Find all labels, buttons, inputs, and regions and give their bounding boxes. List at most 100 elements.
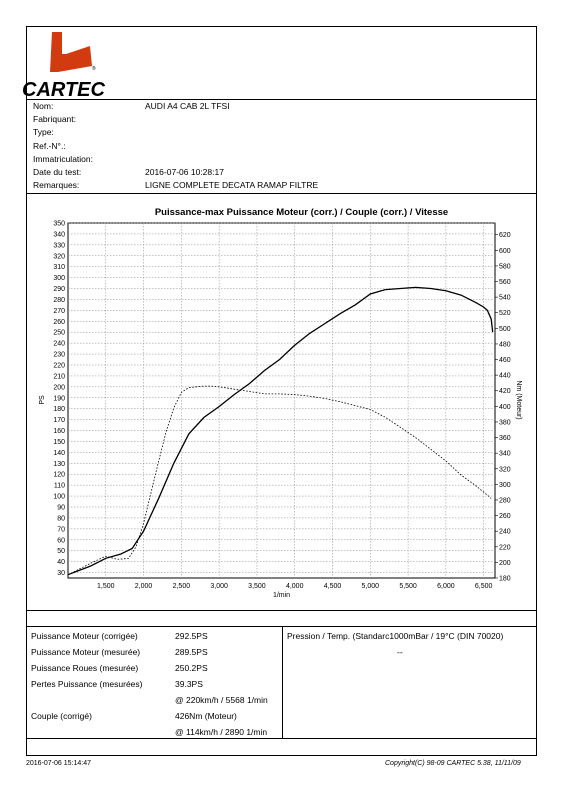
y-left-tick-label: 280 (53, 297, 65, 304)
y-right-tick-label: 600 (499, 248, 511, 255)
info-value: 2016-07-06 10:28:17 (145, 167, 224, 177)
y-left-tick-label: 330 (53, 242, 65, 249)
x-tick-label: 6,500 (475, 583, 493, 590)
y-left-tick-label: 190 (53, 395, 65, 402)
y-right-tick-label: 480 (499, 341, 511, 348)
conditions-text: Pression / Temp. (Standarc1000mBar / 19°… (287, 631, 504, 641)
info-value: LIGNE COMPLETE DECATA RAMAP FILTRE (145, 180, 319, 191)
y-left-axis-label: PS (39, 395, 46, 405)
y-left-tick-label: 250 (53, 330, 65, 337)
y-right-tick-label: 260 (499, 513, 511, 520)
y-left-tick-label: 90 (57, 505, 65, 512)
y-right-tick-label: 420 (499, 388, 511, 395)
y-right-tick-label: 380 (499, 419, 511, 426)
divider (27, 193, 536, 194)
y-right-tick-label: 620 (499, 232, 511, 239)
result-value: @ 114km/h / 2890 1/min (175, 727, 268, 737)
cartec-logo: CARTEC ® (22, 32, 106, 101)
y-right-tick-label: 560 (499, 279, 511, 286)
y-left-tick-label: 290 (53, 286, 65, 293)
y-right-tick-label: 440 (499, 373, 511, 380)
x-tick-label: 3,000 (210, 583, 228, 590)
logo-text: CARTEC (22, 79, 106, 101)
x-tick-label: 3,500 (248, 583, 266, 590)
torque-series-line (67, 385, 492, 576)
result-label: Pertes Puissance (mesurées) (31, 679, 143, 689)
y-right-tick-label: 460 (499, 357, 511, 364)
y-right-tick-label: 400 (499, 404, 511, 411)
conditions-value: -- (397, 647, 403, 657)
results-divider (282, 626, 283, 738)
info-label: Remarques: (33, 180, 80, 191)
y-left-tick-label: 60 (57, 537, 65, 544)
divider (27, 738, 536, 739)
y-right-tick-label: 200 (499, 560, 511, 567)
info-label: Ref.-N°.: (33, 140, 66, 151)
y-left-tick-label: 220 (53, 363, 65, 370)
y-left-tick-label: 30 (57, 570, 65, 577)
y-left-tick-label: 170 (53, 417, 65, 424)
x-tick-label: 6,000 (437, 583, 455, 590)
x-tick-label: 5,500 (399, 583, 417, 590)
y-right-tick-label: 320 (499, 466, 511, 473)
x-axis-label: 1/min (273, 592, 290, 599)
y-right-tick-label: 340 (499, 451, 511, 458)
y-right-tick-label: 580 (499, 263, 511, 270)
divider (27, 610, 536, 611)
y-right-tick-label: 280 (499, 497, 511, 504)
result-value: 426Nm (Moteur) (175, 711, 237, 721)
y-right-tick-label: 240 (499, 529, 511, 536)
y-left-tick-label: 80 (57, 515, 65, 522)
y-left-tick-label: 300 (53, 275, 65, 282)
y-right-tick-label: 300 (499, 482, 511, 489)
y-left-tick-label: 100 (53, 494, 65, 501)
result-label: Puissance Moteur (mesurée) (31, 647, 141, 657)
y-left-tick-label: 70 (57, 526, 65, 533)
y-left-tick-label: 120 (53, 472, 65, 479)
y-right-tick-label: 220 (499, 544, 511, 551)
result-value: @ 220km/h / 5568 1/min (175, 695, 268, 705)
result-value: 292.5PS (175, 631, 208, 641)
y-left-tick-label: 260 (53, 319, 65, 326)
y-left-tick-label: 140 (53, 450, 65, 457)
divider (27, 99, 536, 100)
y-right-tick-label: 520 (499, 310, 511, 317)
divider (27, 626, 536, 627)
info-label: Immatriculation: (33, 153, 93, 164)
report-frame: Nom: AUDI A4 CAB 2L TFSI Fabriquant: Type: R… (26, 26, 537, 756)
y-left-tick-label: 160 (53, 428, 65, 435)
y-left-tick-label: 180 (53, 406, 65, 413)
info-label: Type: (33, 127, 54, 138)
y-left-tick-label: 110 (54, 483, 65, 490)
y-left-tick-label: 310 (53, 264, 65, 271)
y-left-tick-label: 210 (53, 373, 65, 380)
y-left-tick-label: 240 (53, 341, 65, 348)
x-tick-label: 4,000 (286, 583, 304, 590)
logo-mark (50, 32, 92, 72)
y-left-tick-label: 130 (53, 461, 65, 468)
x-tick-label: 5,000 (362, 583, 380, 590)
result-value: 39.3PS (175, 679, 203, 689)
y-left-tick-label: 50 (57, 548, 65, 555)
y-left-tick-label: 150 (53, 439, 65, 446)
footer-timestamp: 2016-07-06 15:14:47 (26, 760, 91, 767)
footer-copyright: Copyright(C) 98-09 CARTEC 5.38, 11/11/09 (385, 760, 521, 767)
chart-plot: Puissance-max Puissance Moteur (corr.) /… (39, 207, 522, 599)
result-label: Puissance Moteur (corrigée) (31, 631, 138, 641)
result-value: 289.5PS (175, 647, 208, 657)
y-left-tick-label: 270 (53, 308, 65, 315)
y-left-tick-label: 40 (57, 559, 65, 566)
logo-registered: ® (92, 65, 96, 72)
x-tick-label: 2,000 (135, 583, 153, 590)
info-label: Date du test: (33, 167, 82, 177)
info-label: Nom: (33, 101, 54, 111)
result-label: Puissance Roues (mesurée) (31, 663, 139, 673)
info-label: Fabriquant: (33, 114, 76, 125)
y-left-tick-label: 350 (53, 221, 65, 228)
y-right-axis-label: Nm (Moteur) (515, 380, 522, 419)
y-left-tick-label: 230 (53, 352, 65, 359)
y-left-tick-label: 200 (53, 384, 65, 391)
info-value: AUDI A4 CAB 2L TFSI (145, 101, 230, 111)
power-series-line (67, 286, 494, 576)
